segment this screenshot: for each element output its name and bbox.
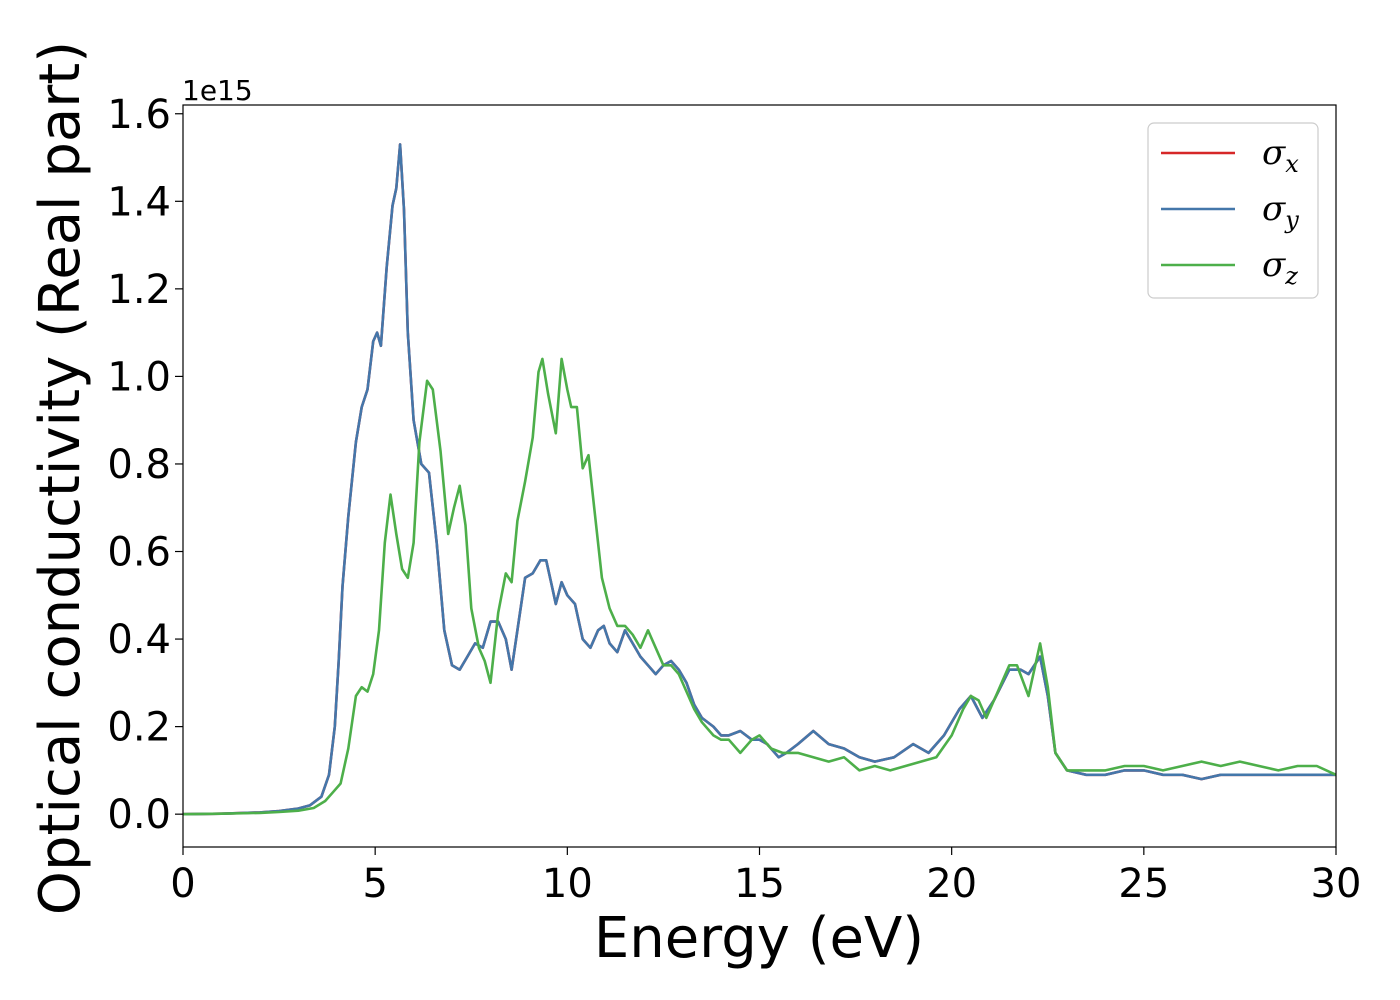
y-tick-label: 0.4 bbox=[107, 617, 171, 663]
y-axis-ticks: 0.0 0.2 0.4 0.6 0.8 1.0 1.2 1.4 1.6 bbox=[107, 92, 183, 838]
x-tick-label: 30 bbox=[1311, 861, 1362, 907]
y-tick-label: 0.2 bbox=[107, 705, 171, 751]
y-tick-label: 1.4 bbox=[107, 179, 171, 225]
x-tick-label: 0 bbox=[170, 861, 195, 907]
x-tick-label: 25 bbox=[1118, 861, 1169, 907]
x-tick-label: 20 bbox=[926, 861, 977, 907]
y-tick-label: 1.0 bbox=[107, 354, 171, 400]
series-line-sigma-y bbox=[183, 143, 1336, 816]
y-tick-label: 0.8 bbox=[107, 442, 171, 488]
plot-area bbox=[183, 143, 1336, 816]
series-line-sigma-z bbox=[183, 357, 1336, 816]
y-tick-label: 0.0 bbox=[107, 792, 171, 838]
y-tick-label: 1.6 bbox=[107, 92, 171, 138]
x-tick-label: 5 bbox=[362, 861, 387, 907]
legend-label-sigma-z: σz bbox=[1262, 245, 1298, 290]
y-offset-label: 1e15 bbox=[182, 74, 253, 107]
y-axis-title: Optical conductivity (Real part) bbox=[28, 41, 93, 915]
legend-label-sigma-x: σx bbox=[1262, 133, 1299, 178]
y-tick-label: 1.2 bbox=[107, 267, 171, 313]
legend-box bbox=[1147, 122, 1319, 299]
x-axis-title: Energy (eV) bbox=[594, 906, 924, 971]
y-tick-label: 0.6 bbox=[107, 530, 171, 576]
legend: σx σy σz bbox=[1147, 122, 1319, 299]
x-axis-ticks: 0 5 10 15 20 25 30 bbox=[170, 847, 1361, 907]
legend-label-sigma-y: σy bbox=[1262, 189, 1299, 234]
x-tick-label: 10 bbox=[542, 861, 593, 907]
x-tick-label: 15 bbox=[734, 861, 785, 907]
